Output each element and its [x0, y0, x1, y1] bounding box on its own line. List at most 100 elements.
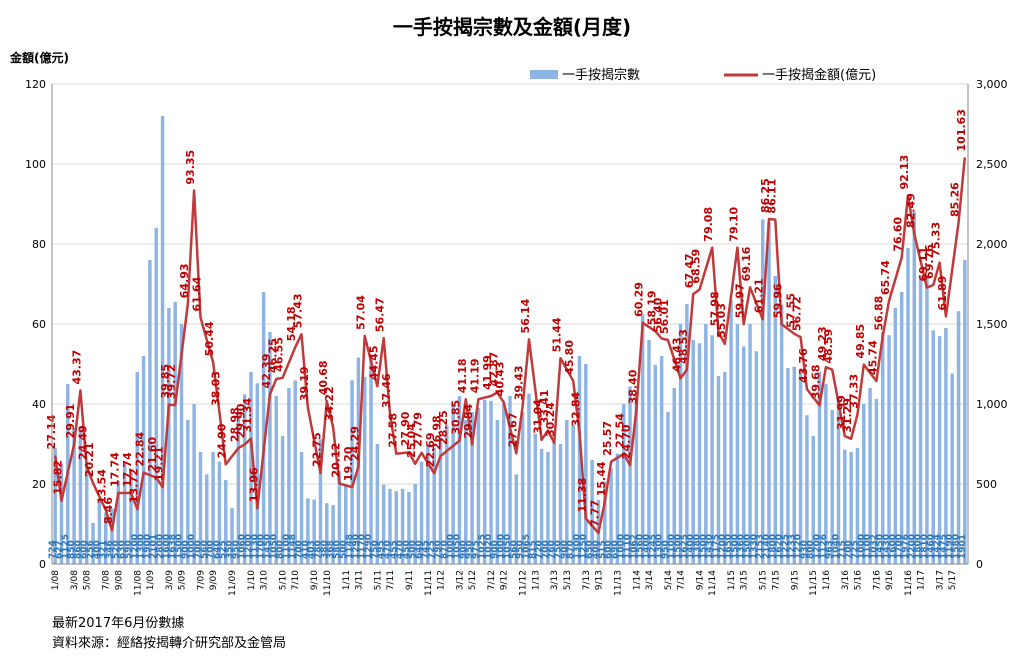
- bar-data-label: 640: [415, 540, 425, 559]
- line-data-label: 40.43: [494, 361, 507, 396]
- bar: [584, 364, 588, 564]
- line-data-label: 60.29: [633, 282, 646, 317]
- bar-data-label: 380: [320, 540, 330, 559]
- bar: [621, 404, 626, 564]
- x-tick-label: 3/13: [550, 570, 560, 590]
- x-tick-label: 11/16: [904, 570, 914, 596]
- line-data-label: 48.59: [822, 329, 835, 364]
- line-data-label: 61.89: [936, 276, 949, 311]
- bar-data-label: 1400: [686, 534, 696, 559]
- bar-data-label: 790: [434, 540, 444, 559]
- x-tick-label: 1/15: [727, 570, 737, 590]
- line-data-label: 31.99: [835, 395, 848, 430]
- bar-data-label: 627: [54, 540, 64, 559]
- bar-data-label: 1360: [737, 534, 747, 559]
- bar-data-label: 400: [591, 540, 601, 559]
- line-data-label: 56.01: [658, 299, 671, 334]
- x-tick-label: 1/17: [917, 570, 927, 590]
- x-tick-label: 7/08: [102, 570, 112, 590]
- y-left-tick-label: 120: [25, 78, 46, 91]
- x-tick-label: 9/16: [885, 570, 895, 590]
- bar-data-label: 1100: [863, 534, 873, 559]
- bar: [350, 380, 354, 564]
- bar-data-label: 950: [231, 540, 241, 559]
- bar: [236, 412, 241, 564]
- line-data-label: 37.33: [847, 374, 860, 409]
- bar: [59, 463, 64, 564]
- bar: [647, 340, 651, 564]
- y-right-tick-label: 2,500: [976, 158, 1008, 171]
- bar: [742, 346, 746, 564]
- bar-data-label: 1100: [667, 534, 677, 559]
- y-left-tick-label: 40: [32, 398, 46, 411]
- line-data-label: 51.44: [551, 317, 564, 352]
- line-data-label: 101.63: [955, 109, 968, 151]
- line-data-label: 59.96: [772, 283, 785, 318]
- line-data-label: 79.08: [702, 207, 715, 242]
- line-data-label: 69.16: [740, 246, 753, 281]
- bar: [407, 492, 411, 564]
- bar: [318, 439, 323, 564]
- bar-data-label: 1600: [162, 534, 172, 559]
- bar-data-label: 1700: [257, 534, 267, 559]
- bar-data-label: 1800: [768, 534, 778, 559]
- x-tick-label: 5/08: [83, 570, 93, 590]
- bar-data-label: 1200: [718, 534, 728, 559]
- bar-data-label: 1500: [175, 534, 185, 559]
- bar: [287, 388, 291, 564]
- line-data-label: 20.21: [83, 442, 96, 477]
- line-data-label: 27.79: [412, 412, 425, 447]
- bar-data-label: 1040: [831, 534, 841, 559]
- bar: [53, 448, 57, 564]
- line-data-label: 85.26: [949, 182, 962, 217]
- bar: [666, 412, 670, 564]
- line-data-label: 17.74: [108, 452, 121, 487]
- bar: [874, 398, 879, 564]
- bar-data-label: 2800: [156, 534, 166, 559]
- x-tick-label: 11/14: [708, 570, 718, 596]
- bar-data-label: 1062: [629, 534, 639, 559]
- x-tick-label: 5/12: [468, 570, 478, 590]
- bar: [710, 335, 714, 564]
- bar-data-label: 1810: [920, 534, 930, 559]
- bar: [760, 219, 765, 564]
- x-tick-label: 3/17: [936, 570, 946, 590]
- line-data-label: 56.14: [519, 298, 532, 333]
- bar-data-label: 1400: [642, 534, 652, 559]
- line-data-label: 26.98: [431, 415, 444, 450]
- bar-data-label: 1300: [137, 534, 147, 559]
- line-data-label: 19.21: [153, 446, 166, 481]
- y-right-tick-label: 2,000: [976, 238, 1008, 251]
- footnote-source: 資料來源：經絡按揭轉介研究部及金管局: [52, 636, 287, 651]
- line-data-label: 58.19: [645, 290, 658, 325]
- bar: [211, 452, 215, 564]
- bar: [375, 444, 380, 564]
- bar: [944, 328, 948, 564]
- bar-data-label: 1500: [674, 534, 684, 559]
- line-data-label: 8.46: [102, 497, 115, 524]
- bar: [862, 404, 866, 564]
- bar-data-label: 560: [200, 540, 210, 559]
- line-data-label: 13.72: [127, 468, 140, 503]
- x-tick-label: 7/13: [582, 570, 592, 590]
- bar: [362, 376, 367, 564]
- line-data-label: 25.04: [405, 423, 418, 458]
- x-tick-label: 5/11: [373, 570, 383, 590]
- bar-data-label: 1300: [655, 534, 665, 559]
- bar-data-label: 1200: [130, 534, 140, 559]
- bar-data-label: 650: [585, 540, 595, 559]
- bar: [678, 324, 683, 564]
- line-data-label: 92.13: [898, 155, 911, 190]
- bar: [628, 386, 632, 564]
- bar-data-label: 346: [105, 540, 115, 559]
- x-tick-label: 1/12: [437, 570, 447, 590]
- bar: [899, 292, 904, 564]
- bar: [514, 474, 519, 564]
- line-data-label: 69.76: [923, 244, 936, 279]
- bar-data-label: 1580: [952, 534, 962, 559]
- bar: [122, 463, 127, 564]
- y-right-tick-label: 0: [976, 558, 983, 571]
- bar-data-label: 1025: [478, 534, 488, 559]
- line-data-label: 15.44: [595, 461, 608, 496]
